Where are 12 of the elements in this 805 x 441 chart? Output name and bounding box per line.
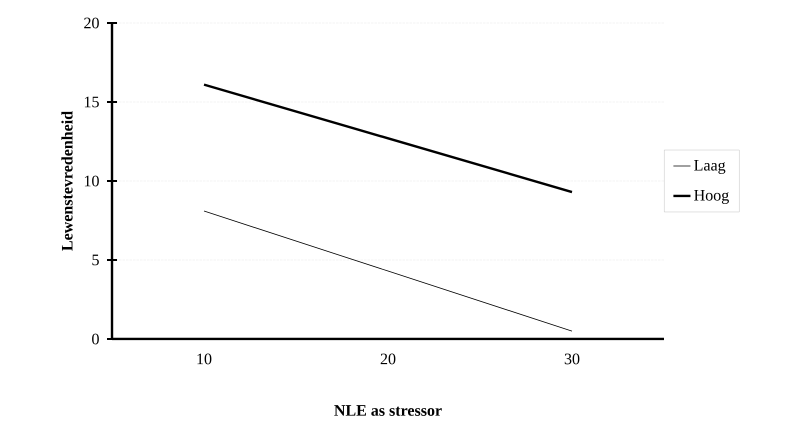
y-tick-label: 15 xyxy=(84,96,99,108)
legend-label: Hoog xyxy=(694,190,729,204)
x-tick-label: 20 xyxy=(380,354,396,364)
y-tick-label: 20 xyxy=(84,18,99,28)
y-axis-title: Lewenstevredenheid xyxy=(61,111,73,251)
x-tick-label: 30 xyxy=(564,354,580,364)
x-axis-title: NLE as stressor xyxy=(334,405,442,416)
y-tick-label: 0 xyxy=(92,334,99,344)
y-tick-label: 10 xyxy=(84,176,99,186)
x-tick-label: 10 xyxy=(197,354,212,364)
y-tick-label: 5 xyxy=(92,254,99,266)
legend-label: Laag xyxy=(694,160,726,174)
